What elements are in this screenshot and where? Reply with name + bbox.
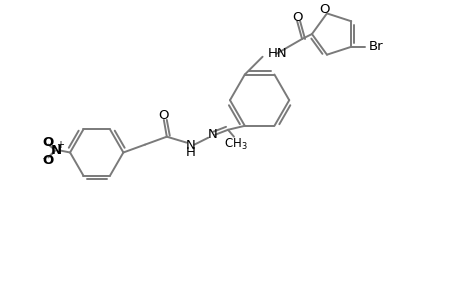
Text: N: N bbox=[185, 139, 195, 152]
Text: H: H bbox=[185, 146, 195, 159]
Text: CH$_3$: CH$_3$ bbox=[224, 137, 247, 152]
Text: Br: Br bbox=[368, 40, 383, 53]
Text: O: O bbox=[43, 154, 54, 167]
Text: O: O bbox=[158, 110, 169, 122]
Text: O: O bbox=[43, 136, 54, 149]
Text: HN: HN bbox=[267, 47, 286, 60]
Text: +: + bbox=[56, 140, 64, 150]
Text: N: N bbox=[207, 128, 217, 141]
Text: O: O bbox=[319, 3, 330, 16]
Text: O: O bbox=[291, 11, 302, 24]
Text: -: - bbox=[43, 153, 46, 164]
Text: N: N bbox=[50, 144, 62, 157]
